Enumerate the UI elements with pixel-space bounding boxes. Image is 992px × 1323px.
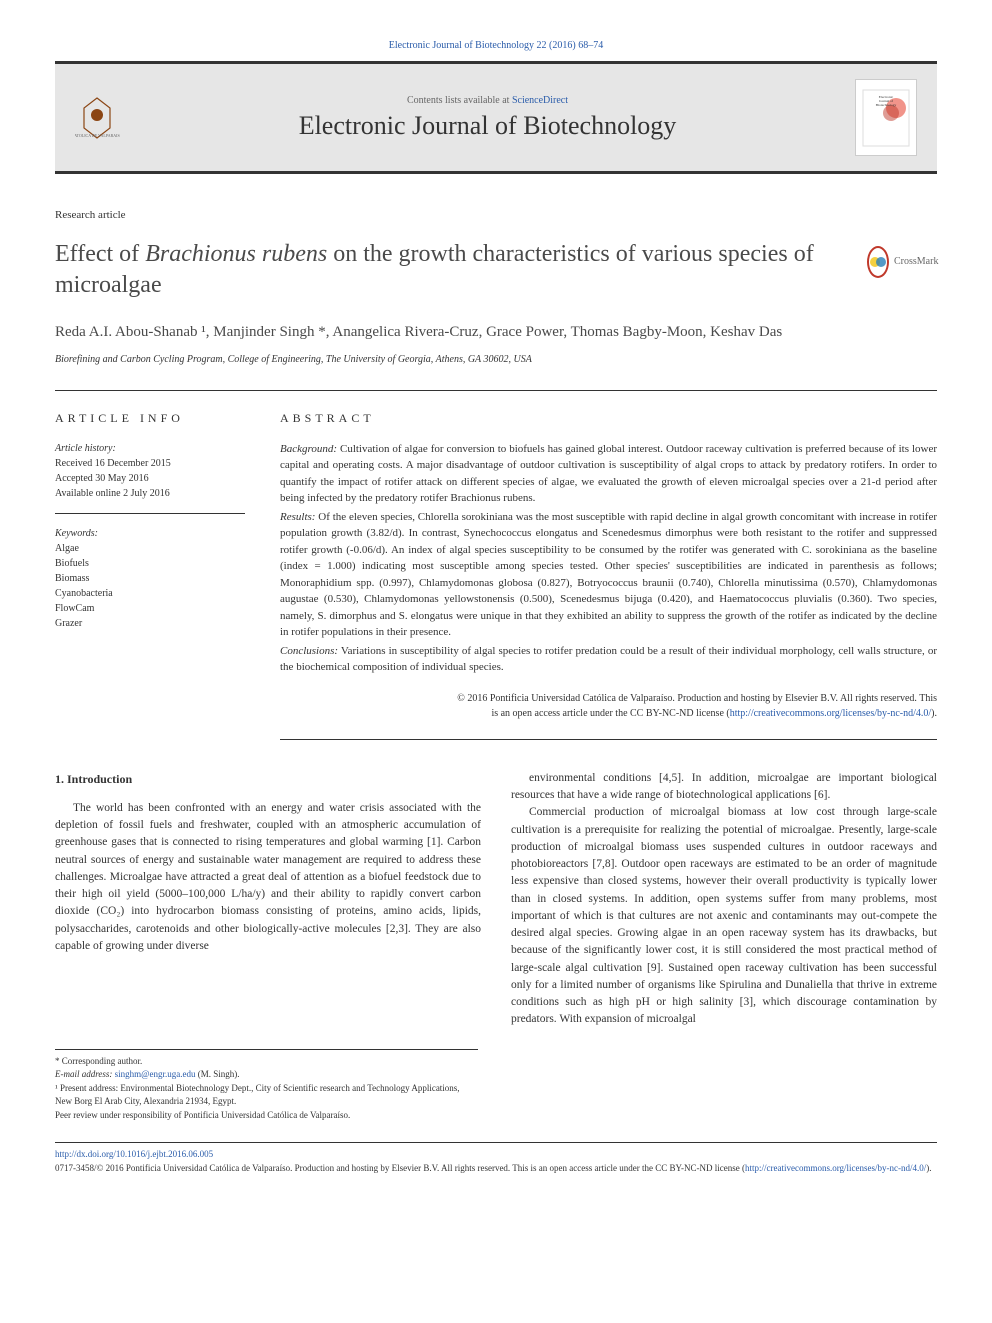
intro-para-1: The world has been confronted with an en… [55,800,481,955]
email-suffix: (M. Singh). [195,1069,239,1079]
background-lead: Background: [280,443,337,455]
article-info-sidebar: ARTICLE INFO Article history: Received 1… [55,411,245,740]
intro-para-2: Commercial production of microalgal biom… [511,804,937,1028]
history-label: Article history: [55,441,245,456]
crossmark-label: CrossMark [894,256,938,267]
article-type: Research article [55,209,937,221]
issn-text: 0717-3458/© 2016 Pontificia Universidad … [55,1163,745,1173]
history-online: Available online 2 July 2016 [55,486,245,501]
keyword: Cyanobacteria [55,586,245,601]
email-line: E-mail address: singhm@engr.uga.edu (M. … [55,1068,478,1082]
present-address-note: ¹ Present address: Environmental Biotech… [55,1082,478,1109]
body-columns: 1. Introduction The world has been confr… [55,770,937,1029]
abstract-heading: ABSTRACT [280,411,937,426]
authors-list: Reda A.I. Abou-Shanab ¹, Manjinder Singh… [55,321,937,344]
masthead-center: Contents lists available at ScienceDirec… [120,95,855,141]
copyright-line2: is an open access article under the CC B… [491,708,729,719]
footer-close: ). [926,1163,931,1173]
article-history: Article history: Received 16 December 20… [55,441,245,514]
crossmark-badge[interactable]: CrossMark [867,239,937,284]
issn-copyright: 0717-3458/© 2016 Pontificia Universidad … [55,1162,937,1176]
results-lead: Results: [280,511,315,523]
results-text: Of the eleven species, Chlorella sorokin… [280,511,937,639]
conclusions-lead: Conclusions: [280,645,338,657]
title-row: Effect of Brachionus rubens on the growt… [55,239,937,301]
contents-available: Contents lists available at ScienceDirec… [120,95,855,106]
email-label: E-mail address: [55,1069,115,1079]
info-abstract-section: ARTICLE INFO Article history: Received 1… [55,390,937,740]
article-title: Effect of Brachionus rubens on the growt… [55,239,867,301]
publisher-logo: CATOLICA DE VALPARAISO [75,93,120,143]
footnotes: * Corresponding author. E-mail address: … [55,1049,478,1123]
column-left: 1. Introduction The world has been confr… [55,770,481,1029]
keywords-label: Keywords: [55,526,245,541]
affiliation: Biorefining and Carbon Cycling Program, … [55,354,937,365]
journal-name: Electronic Journal of Biotechnology [120,111,855,141]
copyright-block: © 2016 Pontificia Universidad Católica d… [280,691,937,721]
license-link[interactable]: http://creativecommons.org/licenses/by-n… [730,708,931,719]
peer-review-note: Peer review under responsibility of Pont… [55,1109,478,1123]
intro-para-1-cont: environmental conditions [4,5]. In addit… [511,770,937,805]
column-right: environmental conditions [4,5]. In addit… [511,770,937,1029]
abstract-area: ABSTRACT Background: Cultivation of alga… [280,411,937,740]
background-text: Cultivation of algae for conversion to b… [280,443,937,505]
keyword: FlowCam [55,601,245,616]
copyright-close: ). [931,708,937,719]
masthead-left: CATOLICA DE VALPARAISO [75,93,120,143]
keywords-block: Keywords: Algae Biofuels Biomass Cyanoba… [55,526,245,643]
doi-link[interactable]: http://dx.doi.org/10.1016/j.ejbt.2016.06… [55,1148,937,1162]
journal-cover-thumbnail: Electronic Journal of Biotechnology [855,79,917,156]
svg-text:Biotechnology: Biotechnology [876,103,897,107]
keyword: Biomass [55,571,245,586]
keyword: Biofuels [55,556,245,571]
svg-text:CATOLICA DE VALPARAISO: CATOLICA DE VALPARAISO [75,133,120,138]
footer-license-link[interactable]: http://creativecommons.org/licenses/by-n… [745,1163,926,1173]
abstract-text: Background: Cultivation of algae for con… [280,441,937,676]
history-received: Received 16 December 2015 [55,456,245,471]
sciencedirect-link[interactable]: ScienceDirect [512,95,568,106]
contents-text: Contents lists available at [407,95,512,106]
keyword: Algae [55,541,245,556]
history-accepted: Accepted 30 May 2016 [55,471,245,486]
corresponding-author-note: * Corresponding author. [55,1055,478,1069]
page-footer: http://dx.doi.org/10.1016/j.ejbt.2016.06… [55,1142,937,1175]
crossmark-icon [867,246,889,278]
keyword: Grazer [55,616,245,631]
journal-reference: Electronic Journal of Biotechnology 22 (… [55,40,937,51]
article-info-heading: ARTICLE INFO [55,411,245,426]
copyright-line1: © 2016 Pontificia Universidad Católica d… [280,691,937,706]
introduction-heading: 1. Introduction [55,770,481,788]
page-container: Electronic Journal of Biotechnology 22 (… [0,0,992,1215]
email-link[interactable]: singhm@engr.uga.edu [115,1069,196,1079]
conclusions-text: Variations in susceptibility of algal sp… [280,645,937,674]
masthead: CATOLICA DE VALPARAISO Contents lists av… [55,61,937,174]
